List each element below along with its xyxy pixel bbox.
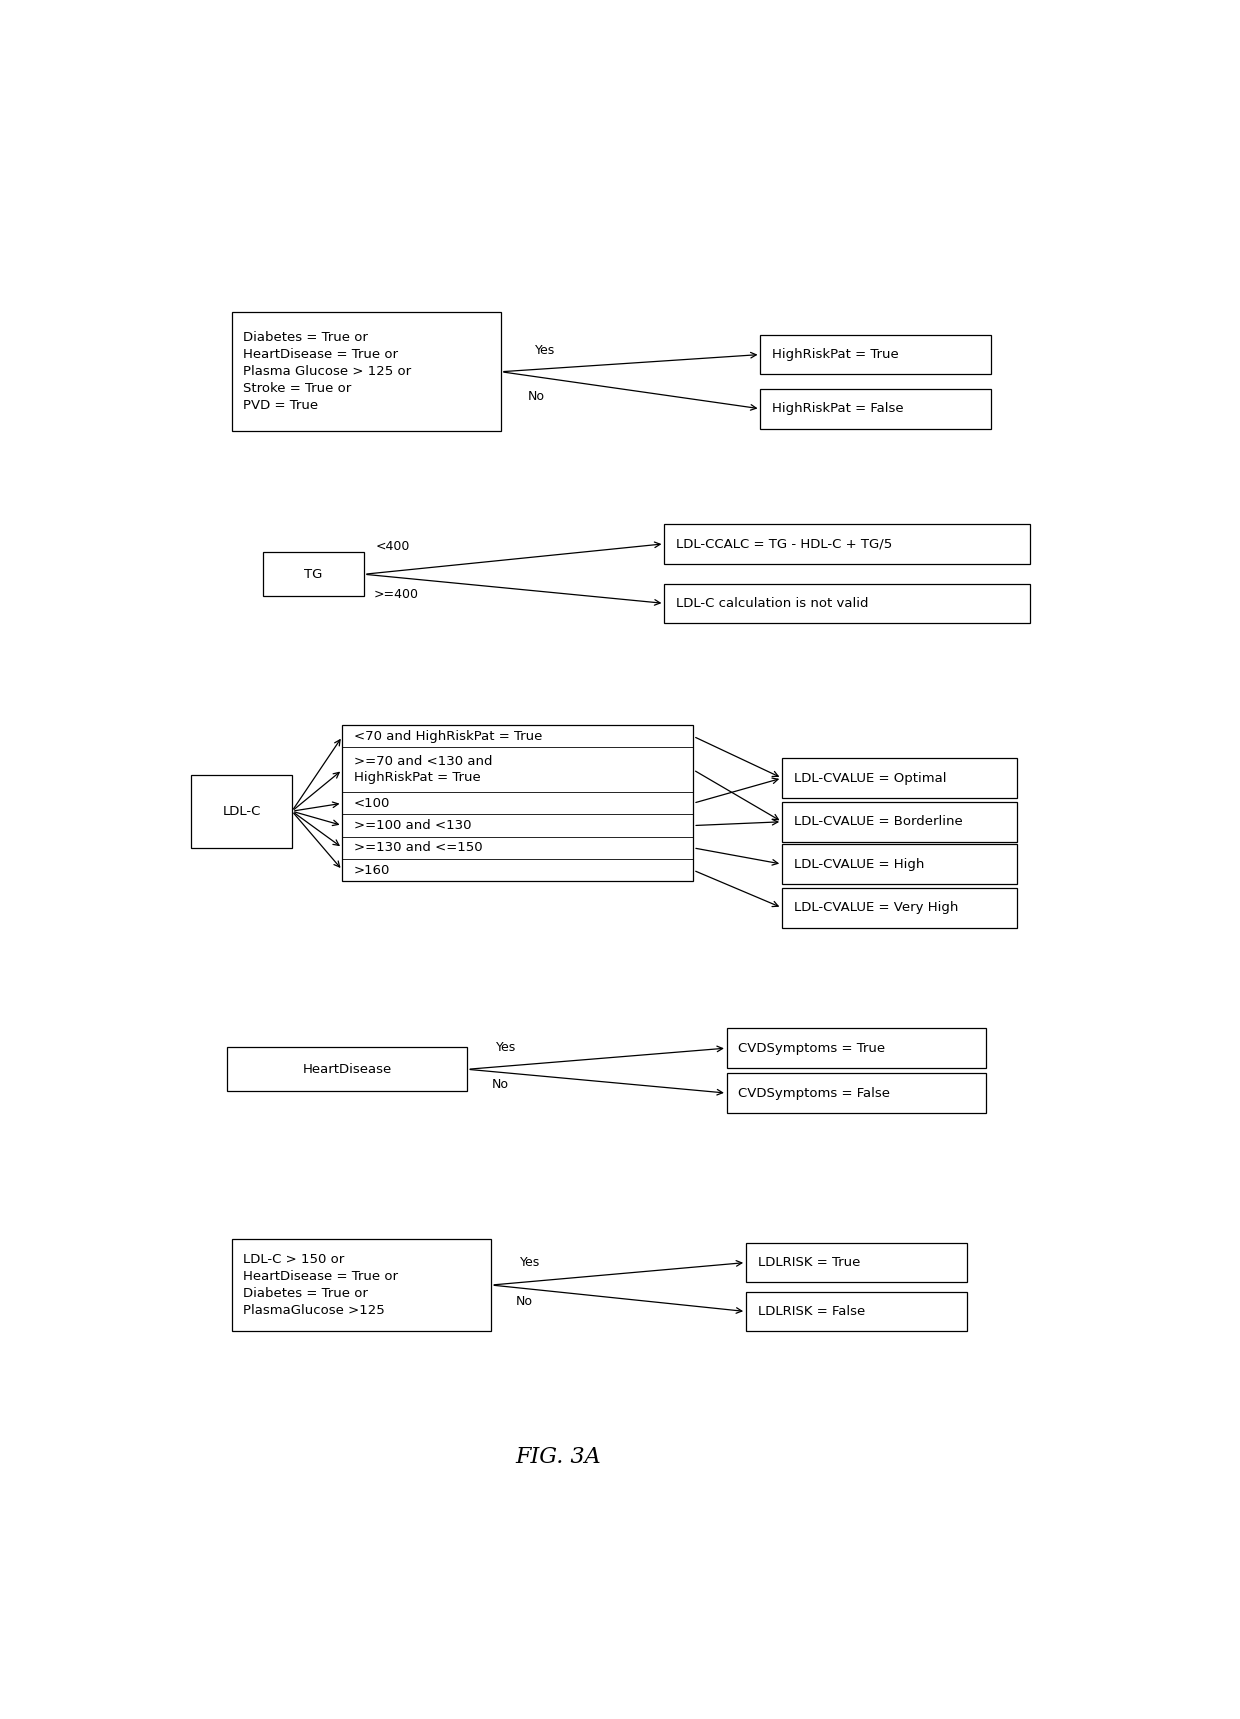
Text: LDL-CVALUE = Very High: LDL-CVALUE = Very High [794,901,959,915]
Text: Yes: Yes [534,344,554,358]
Text: >160: >160 [353,863,391,877]
Text: <70 and HighRiskPat = True: <70 and HighRiskPat = True [353,731,542,743]
Bar [760,335,991,375]
Text: >=100 and <130: >=100 and <130 [353,818,471,832]
Text: Diabetes = True or
HeartDisease = True or
Plasma Glucose > 125 or
Stroke = True : Diabetes = True or HeartDisease = True o… [243,332,412,413]
Text: LDL-CVALUE = Optimal: LDL-CVALUE = Optimal [794,772,946,784]
Text: LDL-CVALUE = High: LDL-CVALUE = High [794,858,924,870]
Text: >=70 and <130 and
HighRiskPat = True: >=70 and <130 and HighRiskPat = True [353,755,492,784]
Bar [782,801,1018,842]
Text: <400: <400 [376,540,410,554]
Text: >=400: >=400 [373,588,419,602]
Text: No: No [516,1294,532,1308]
Text: HeartDisease: HeartDisease [303,1062,392,1076]
Text: No: No [491,1078,508,1092]
Bar [342,725,693,882]
Text: CVDSymptoms = False: CVDSymptoms = False [738,1086,890,1100]
Text: LDL-C > 150 or
HeartDisease = True or
Diabetes = True or
PlasmaGlucose >125: LDL-C > 150 or HeartDisease = True or Di… [243,1253,398,1317]
Text: LDL-C: LDL-C [222,804,260,818]
Bar [746,1291,967,1331]
Bar [727,1073,986,1112]
Text: LDLRISK = False: LDLRISK = False [758,1305,864,1318]
Text: No: No [528,390,544,402]
Text: <100: <100 [353,796,391,810]
Text: TG: TG [304,567,322,581]
Text: LDLRISK = True: LDLRISK = True [758,1257,859,1269]
Bar [263,552,365,596]
Text: HighRiskPat = True: HighRiskPat = True [773,347,899,361]
Text: LDL-CVALUE = Borderline: LDL-CVALUE = Borderline [794,815,962,829]
Text: CVDSymptoms = True: CVDSymptoms = True [738,1042,885,1055]
Bar [232,313,501,431]
Bar [782,889,1018,928]
Text: LDL-C calculation is not valid: LDL-C calculation is not valid [676,596,868,610]
Bar [727,1028,986,1067]
Bar [665,524,1029,564]
Text: LDL-CCALC = TG - HDL-C + TG/5: LDL-CCALC = TG - HDL-C + TG/5 [676,538,892,550]
Text: Yes: Yes [521,1257,541,1269]
Bar [746,1243,967,1282]
Text: FIG. 3A: FIG. 3A [516,1446,601,1468]
Bar [191,775,291,847]
Bar [227,1047,467,1092]
Bar [665,583,1029,624]
Text: HighRiskPat = False: HighRiskPat = False [773,402,904,416]
Bar [782,844,1018,884]
Text: >=130 and <=150: >=130 and <=150 [353,841,482,854]
Bar [782,758,1018,798]
Bar [232,1239,491,1331]
Text: Yes: Yes [496,1040,516,1054]
Bar [760,388,991,428]
